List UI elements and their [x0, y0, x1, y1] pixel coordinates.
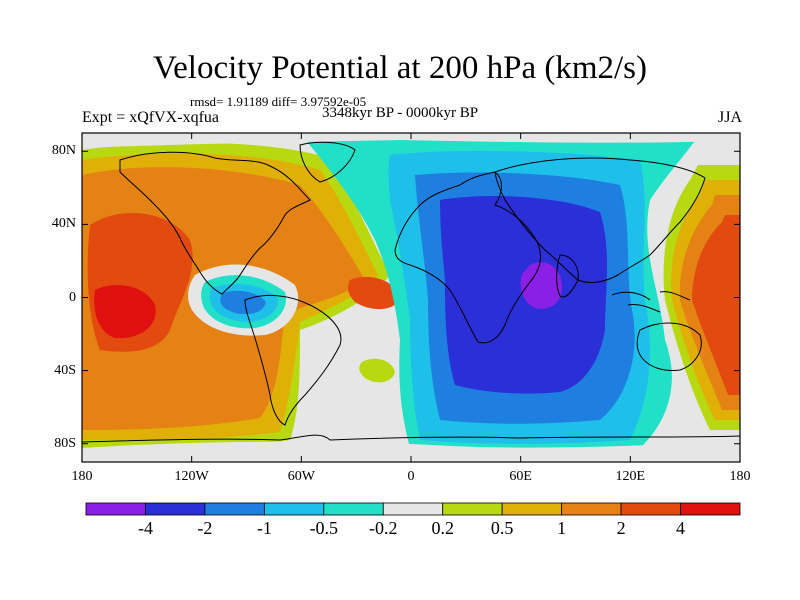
colorbar-label: 0.2: [431, 518, 454, 538]
coastlines: [82, 141, 740, 443]
x-tick-label: 120W: [174, 469, 209, 484]
colorbar-swatch: [561, 502, 622, 516]
colorbar-swatch: [145, 502, 206, 516]
contour-negative-4: [520, 262, 563, 309]
period-label: 3348kyr BP - 0000kyr BP: [322, 105, 479, 121]
x-tick-label: 0: [407, 469, 415, 484]
colorbar-swatch: [680, 502, 741, 516]
coast-asia: [494, 157, 706, 283]
x-tick-label: 120E: [615, 469, 646, 484]
x-tick-label: 60W: [287, 469, 315, 484]
stats-label: rmsd= 1.91189 diff= 3.97592e-05: [190, 94, 367, 109]
coast-australia: [636, 322, 702, 371]
colorbar-swatch: [263, 502, 325, 516]
experiment-label: Expt = xQfVX-xqfua: [82, 109, 219, 126]
contour-positive-2-na-east: [230, 201, 333, 272]
contour-wpac-4: [692, 215, 740, 395]
x-tick-label: 180: [729, 469, 751, 484]
y-tick-label: 40N: [51, 216, 76, 232]
coast-india: [556, 254, 579, 298]
coast-maritime-continent: [611, 291, 691, 313]
colorbar-label: -2: [197, 518, 213, 538]
y-tick-label: 80S: [54, 435, 76, 451]
colorbar-label: 0.5: [490, 518, 514, 538]
y-tick-label: 80N: [51, 143, 76, 159]
contour-positive-4-pac: [94, 285, 156, 339]
x-tick-label: 60E: [509, 469, 532, 484]
colorbar-swatch: [323, 502, 384, 516]
contour-satl-small: [359, 358, 395, 383]
colorbar-label: 4: [676, 518, 686, 538]
y-tick-label: 0: [69, 289, 76, 305]
colorbar-swatch: [85, 502, 146, 516]
colorbar-label: -0.2: [369, 518, 398, 538]
coast-europe-africa: [394, 171, 541, 344]
season-label: JJA: [717, 109, 742, 126]
colorbar-label: 1: [557, 518, 567, 538]
x-tick-label: 180: [71, 469, 93, 484]
colorbar-swatch: [442, 502, 503, 516]
colorbar-swatch: [620, 502, 681, 516]
colorbar-label: -1: [256, 518, 272, 538]
y-tick-label: 40S: [54, 362, 76, 378]
contour-positive-2-atl: [347, 276, 400, 310]
contour-field: [82, 133, 740, 462]
contour-arctic: [82, 133, 740, 148]
colorbar-swatch: [501, 502, 563, 516]
plot-title: Velocity Potential at 200 hPa (km2/s): [152, 50, 648, 86]
colorbar-label: -0.5: [309, 518, 339, 538]
coast-north-america: [119, 151, 311, 295]
coast-greenland: [299, 141, 356, 183]
axis-ticks: [81, 133, 741, 462]
colorbar-label: 2: [616, 518, 626, 538]
contour-antarctic: [82, 440, 740, 462]
colorbar-swatch: [204, 502, 265, 516]
coast-antarctica: [82, 434, 740, 443]
colorbar-swatch: [382, 502, 444, 516]
colorbar: [85, 502, 741, 516]
coast-south-america: [244, 295, 342, 426]
colorbar-label: -4: [137, 518, 153, 538]
